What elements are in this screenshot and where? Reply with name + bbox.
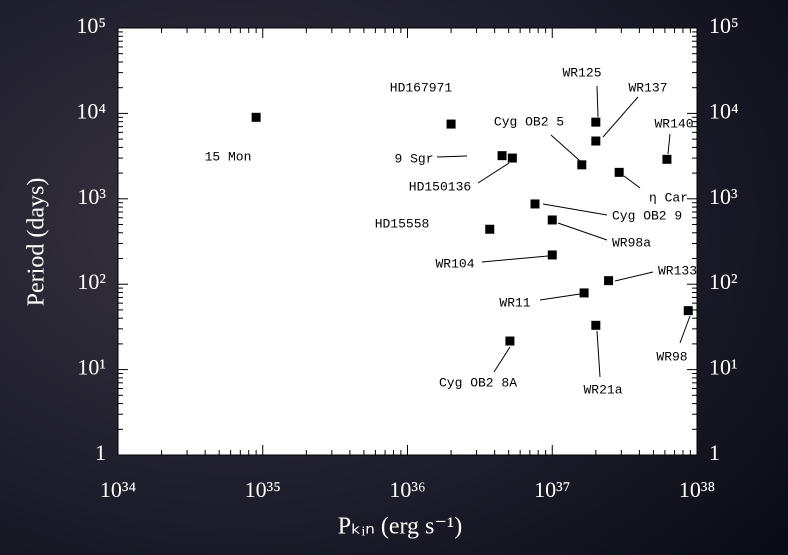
y-tick-label: 10⁴: [76, 98, 106, 123]
point: [591, 118, 600, 127]
point: [591, 137, 600, 146]
point: [508, 154, 517, 163]
point-label: HD15558: [375, 216, 430, 231]
y-tick-label: 10²: [77, 269, 106, 294]
point: [252, 113, 261, 122]
y-tick-label: 1: [95, 440, 106, 465]
point-label: 15 Mon: [205, 149, 252, 164]
point-label: WR133: [658, 263, 697, 278]
point-label: η Car: [649, 190, 688, 205]
point: [447, 120, 456, 129]
point: [505, 337, 514, 346]
point: [615, 168, 624, 177]
point-label: WR125: [562, 65, 601, 80]
point-label: Cyg OB2 5: [494, 114, 564, 129]
point-label: HD167971: [390, 80, 453, 95]
point: [485, 225, 494, 234]
x-tick-label: 10³⁷: [534, 477, 570, 502]
point: [498, 151, 507, 160]
point: [662, 155, 671, 164]
point-label: WR21a: [583, 382, 622, 397]
y2-tick-label: 10⁴: [709, 98, 739, 123]
x-tick-label: 10³⁴: [100, 477, 137, 502]
point: [580, 288, 589, 297]
point: [548, 250, 557, 259]
point: [684, 306, 693, 315]
point: [604, 276, 613, 285]
point-label: 9 Sgr: [394, 151, 433, 166]
point-label: WR140: [654, 116, 693, 131]
point-label: Cyg OB2 8A: [439, 375, 517, 390]
point: [591, 321, 600, 330]
point: [530, 199, 539, 208]
point: [577, 160, 586, 169]
point-label: HD150136: [409, 179, 471, 194]
y-tick-label: 10¹: [77, 355, 106, 380]
y-axis-title: Period (days): [24, 178, 50, 307]
y2-tick-label: 1: [709, 440, 720, 465]
x-tick-label: 10³⁵: [245, 477, 281, 502]
point-label: WR137: [628, 80, 667, 95]
point: [548, 215, 557, 224]
point-label: WR98: [656, 349, 687, 364]
point-label: WR98a: [612, 235, 651, 250]
y2-tick-label: 10⁵: [709, 13, 739, 38]
x-tick-label: 10³⁸: [679, 477, 715, 502]
point-label: WR11: [499, 295, 530, 310]
y2-tick-label: 10²: [709, 269, 738, 294]
y-tick-label: 10³: [77, 184, 106, 209]
x-axis-title: Pₖᵢₙ (erg s⁻¹): [338, 514, 462, 540]
y2-tick-label: 10¹: [709, 355, 738, 380]
chart: Pₖᵢₙ (erg s⁻¹) Period (days) 10³⁴ 10³⁵ 10³…: [0, 0, 788, 555]
point-label: WR104: [435, 256, 474, 271]
x-tick-label: 10³⁶: [389, 477, 425, 502]
y-tick-label: 10⁵: [76, 13, 106, 38]
point-label: Cyg OB2 9: [612, 208, 682, 223]
y2-tick-label: 10³: [709, 184, 738, 209]
